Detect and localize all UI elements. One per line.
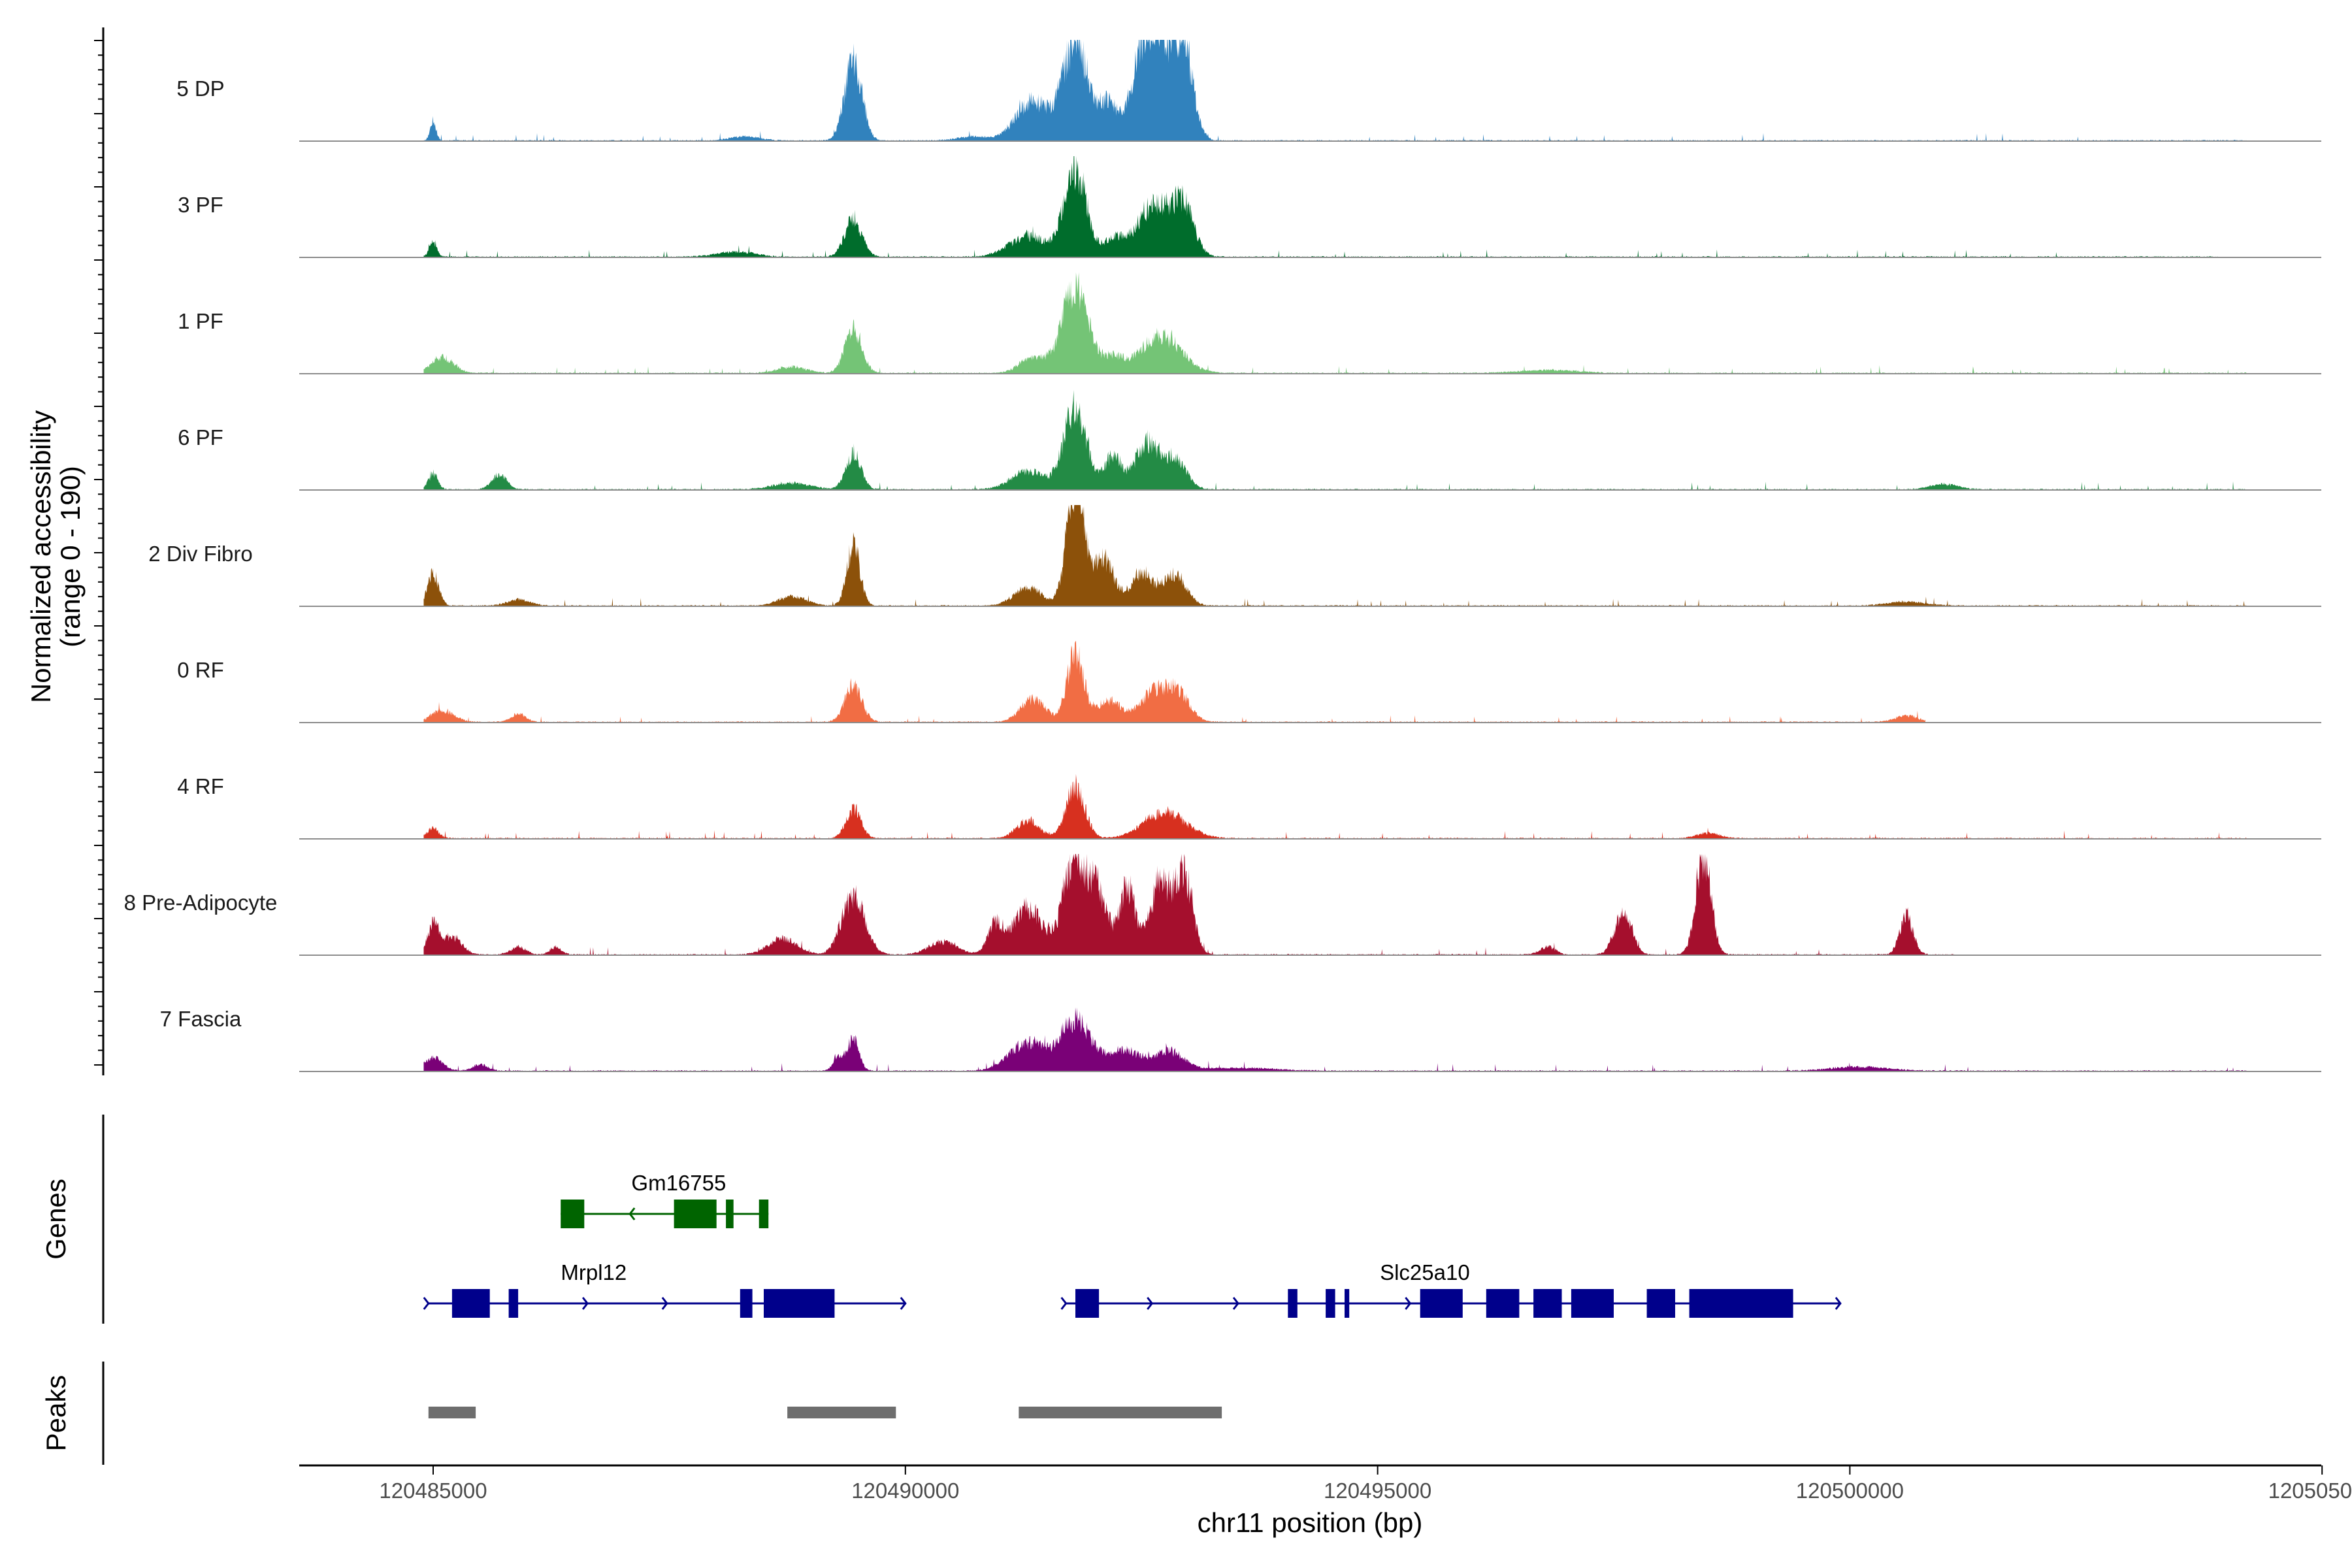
strand-arrow xyxy=(1405,1297,1412,1310)
x-tick-label: 120490000 xyxy=(851,1478,959,1503)
coverage-area xyxy=(423,641,1925,723)
strand-arrow xyxy=(1232,1297,1239,1310)
peaks-panel-label: Peaks xyxy=(41,1375,71,1452)
track-label: 4 RF xyxy=(177,774,224,798)
gene-label: Gm16755 xyxy=(631,1171,726,1195)
track-label: 8 Pre-Adipocyte xyxy=(124,890,278,915)
exon xyxy=(1486,1289,1520,1318)
gene-label: Mrpl12 xyxy=(561,1260,627,1284)
track-6-pf: 6 PF xyxy=(178,389,2321,491)
track-1-pf: 1 PF xyxy=(178,272,2321,374)
track-2-div-fibro: 2 Div Fibro xyxy=(148,505,2321,607)
track-label: 6 PF xyxy=(178,425,223,449)
x-tick-label: 120500000 xyxy=(1796,1478,1904,1503)
track-7-fascia: 7 Fascia xyxy=(160,1007,2321,1072)
track-label: 2 Div Fibro xyxy=(148,542,253,566)
peak-region xyxy=(428,1407,476,1418)
coverage-area xyxy=(423,272,2247,374)
strand-arrow xyxy=(1835,1297,1842,1310)
x-tick-label: 120505000 xyxy=(2268,1478,2352,1503)
exon xyxy=(1646,1289,1675,1318)
track-label: 1 PF xyxy=(178,309,223,333)
exon xyxy=(1689,1289,1793,1318)
strand-arrow xyxy=(581,1297,589,1310)
gene-annotations: Gm16755 Mrpl12 Slc25a10 xyxy=(423,1171,1842,1318)
track-3-pf: 3 PF xyxy=(178,156,2321,258)
exon xyxy=(764,1289,835,1318)
x-tick-label: 120495000 xyxy=(1324,1478,1431,1503)
peak-region xyxy=(1019,1407,1222,1418)
strand-arrow xyxy=(1147,1297,1154,1310)
exon xyxy=(561,1200,585,1228)
exon xyxy=(1533,1289,1562,1318)
coverage-area xyxy=(423,40,2247,141)
exon xyxy=(1326,1289,1335,1318)
x-axis-title: chr11 position (bp) xyxy=(1198,1507,1423,1538)
gene-mrpl12: Mrpl12 xyxy=(423,1260,907,1318)
exon xyxy=(740,1289,753,1318)
y-axis-title-line2: (range 0 - 190) xyxy=(55,466,86,647)
track-label: 7 Fascia xyxy=(160,1007,242,1031)
gene-gm16755: Gm16755 xyxy=(561,1171,769,1228)
exon xyxy=(1571,1289,1614,1318)
exon xyxy=(674,1200,717,1228)
strand-arrow xyxy=(1060,1297,1068,1310)
track-0-rf: 0 RF xyxy=(177,641,2321,723)
peak-region xyxy=(787,1407,896,1418)
exon xyxy=(1075,1289,1100,1318)
exon xyxy=(508,1289,519,1318)
track-8-pre-adipocyte: 8 Pre-Adipocyte xyxy=(124,854,2321,956)
strand-arrow xyxy=(629,1207,636,1220)
x-axis-ticks: 120485000 120490000 120495000 120500000 1205… xyxy=(379,1465,2352,1503)
track-4-rf: 4 RF xyxy=(177,774,2321,840)
exon xyxy=(451,1289,490,1318)
coverage-area xyxy=(423,854,1954,955)
coverage-area xyxy=(423,505,2247,606)
peak-regions xyxy=(428,1407,1222,1418)
strand-arrow xyxy=(900,1297,907,1310)
track-label: 3 PF xyxy=(178,193,223,217)
exon xyxy=(1420,1289,1463,1318)
strand-arrow xyxy=(661,1297,668,1310)
exon xyxy=(759,1200,769,1228)
exon xyxy=(1288,1289,1298,1318)
strand-arrow xyxy=(423,1297,430,1310)
genes-panel-label: Genes xyxy=(41,1179,71,1260)
coverage-area xyxy=(423,774,2247,839)
exon xyxy=(726,1200,734,1228)
coverage-area xyxy=(423,389,2247,490)
coverage-tracks: 5 DP 3 PF 1 PF 6 PF 2 Div Fibro 0 RF 4 RF 8 Pre… xyxy=(124,40,2321,1072)
coverage-area xyxy=(423,1007,2247,1071)
track-label: 5 DP xyxy=(176,76,224,101)
track-5-dp: 5 DP xyxy=(176,40,2321,142)
gene-label: Slc25a10 xyxy=(1380,1260,1470,1284)
y-axis-title-line1: Normalized accessibility xyxy=(25,410,56,703)
exon xyxy=(1345,1289,1350,1318)
x-tick-label: 120485000 xyxy=(379,1478,487,1503)
gene-slc25a10: Slc25a10 xyxy=(1060,1260,1842,1318)
track-label: 0 RF xyxy=(177,658,224,682)
coverage-y-ticks xyxy=(94,40,103,1066)
coverage-area xyxy=(423,156,2219,257)
